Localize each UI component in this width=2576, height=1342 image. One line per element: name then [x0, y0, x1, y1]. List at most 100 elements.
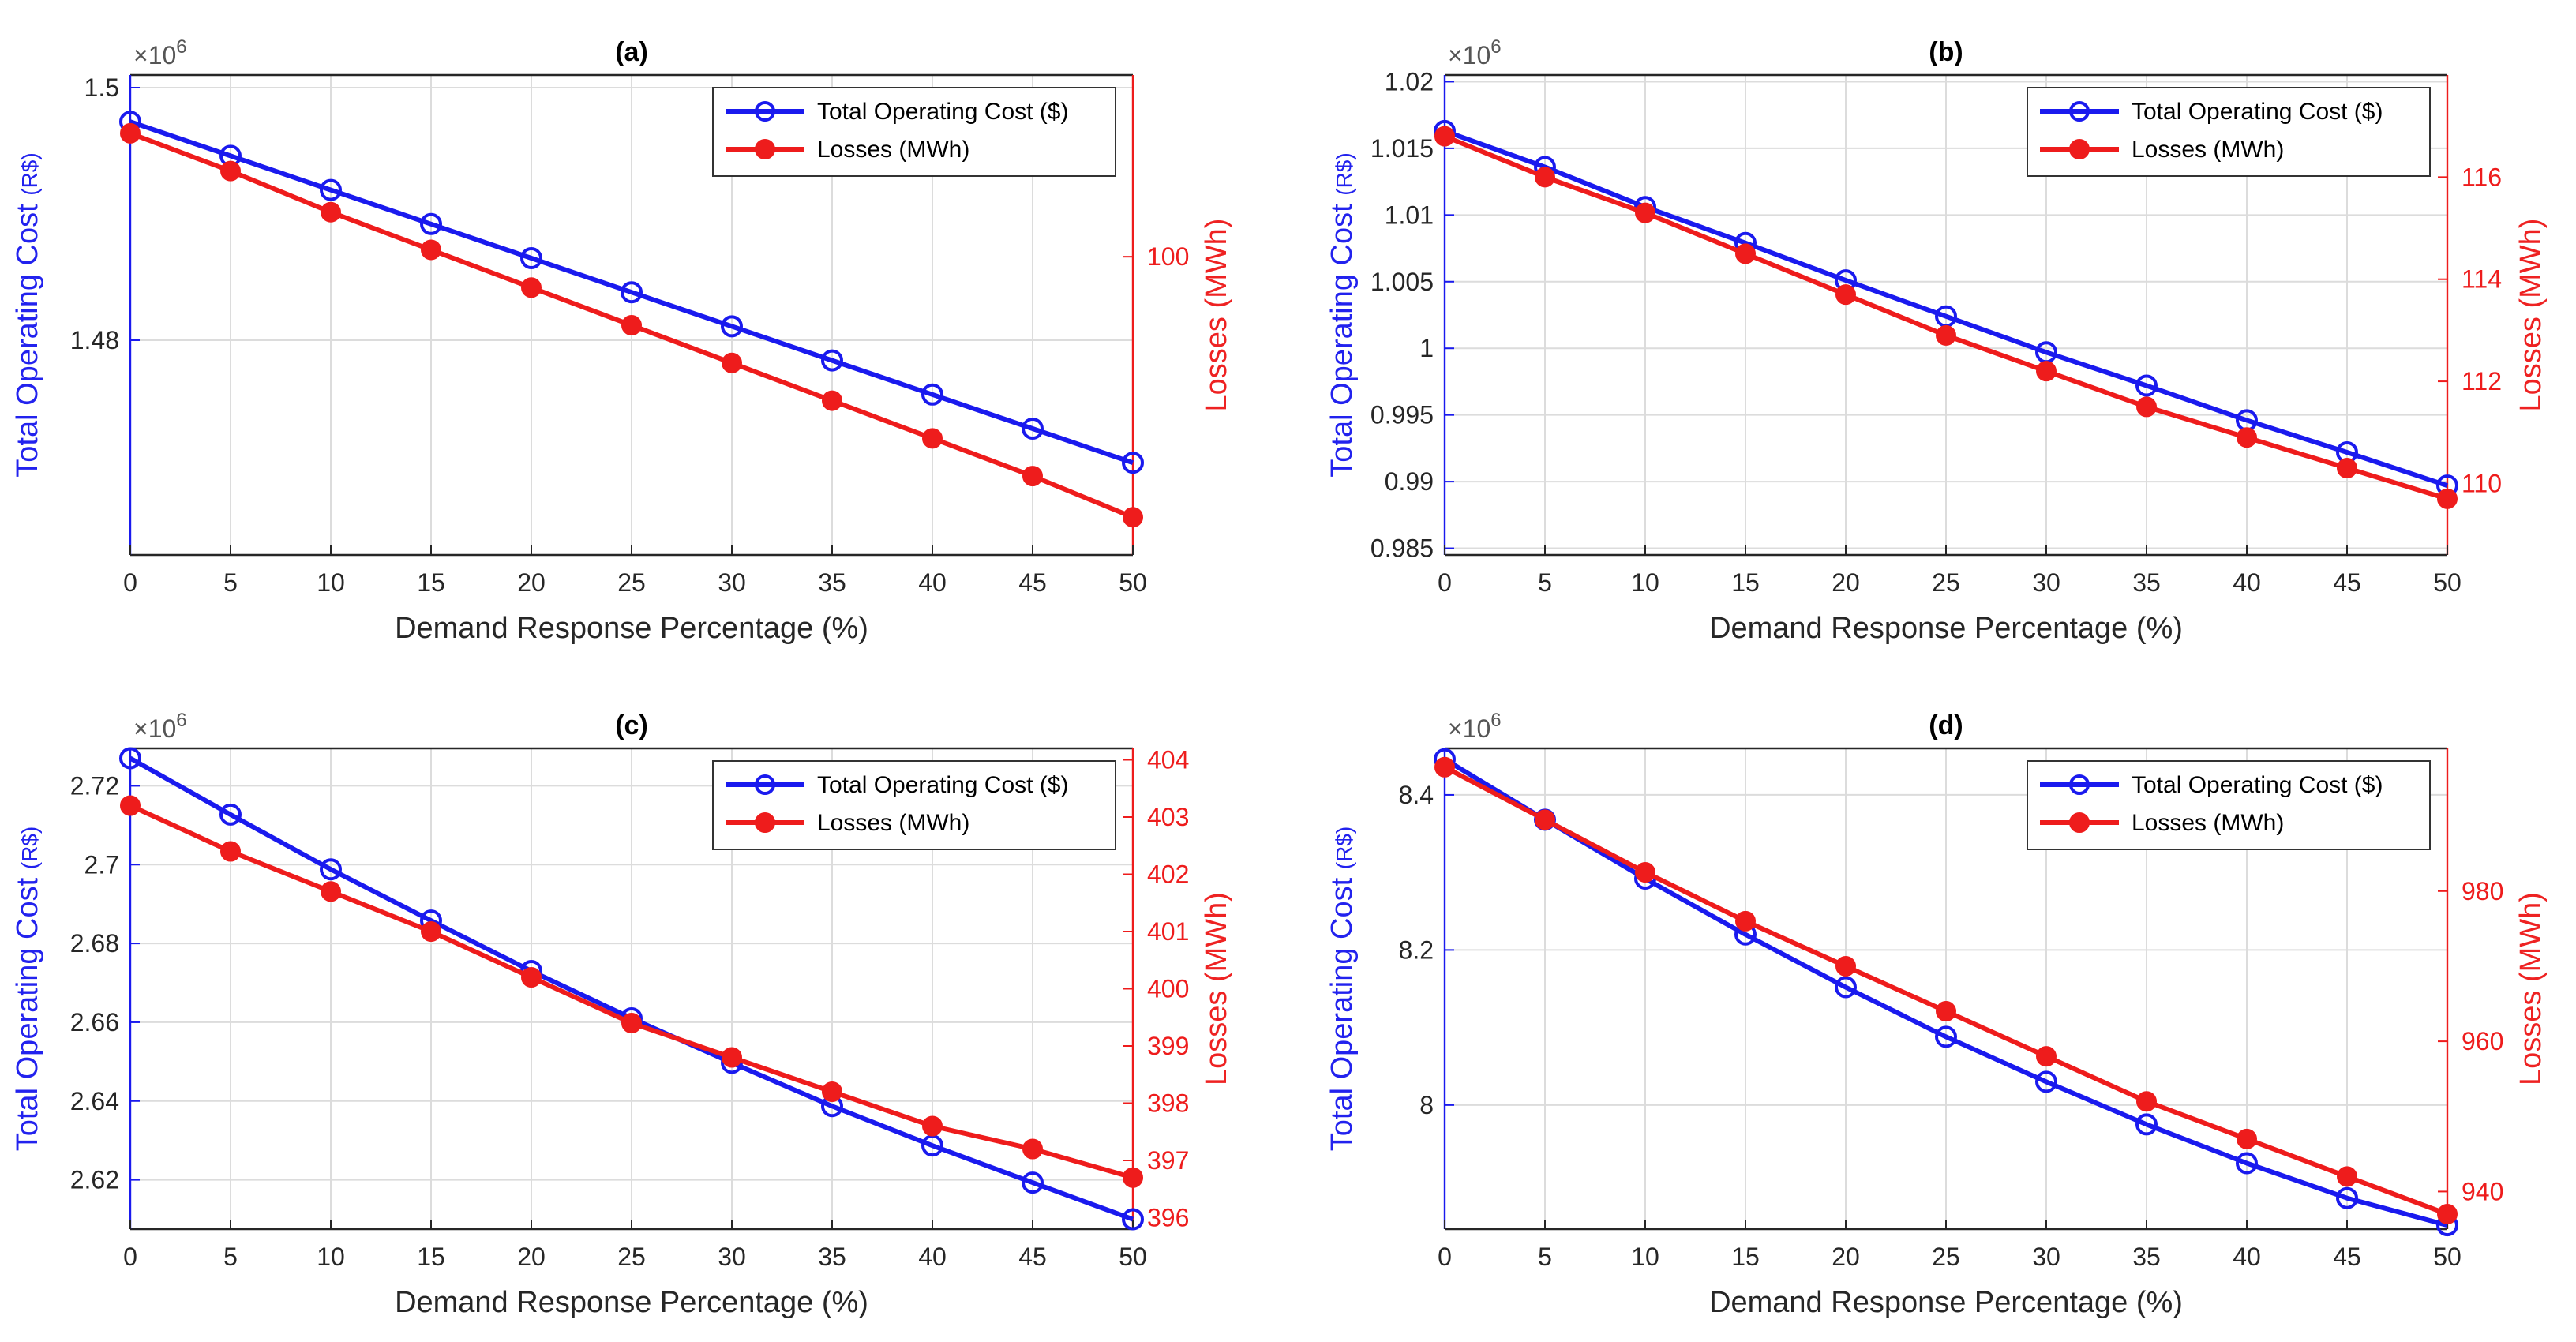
- exponent-label: ×106: [133, 36, 187, 69]
- data-point-cost: [1935, 1025, 1957, 1048]
- legend: Total Operating Cost ($) Losses (MWh): [712, 760, 1116, 850]
- y-right-tick-label: 399: [1147, 1032, 1189, 1060]
- x-tick-label: 35: [2132, 568, 2161, 597]
- legend-box: [712, 760, 1116, 850]
- data-point-losses: [2136, 396, 2157, 418]
- x-tick-label: 35: [2132, 1243, 2161, 1271]
- x-tick-label: 30: [718, 568, 746, 597]
- data-point-cost: [219, 803, 242, 826]
- data-point-losses: [1434, 126, 1455, 147]
- x-tick-label: 25: [1932, 568, 1960, 597]
- data-point-cost: [921, 383, 943, 406]
- data-point-cost: [119, 747, 141, 770]
- y-left-tick-label: 1.015: [1370, 134, 1434, 163]
- data-point-losses: [1936, 1001, 1956, 1022]
- x-tick-label: 35: [818, 568, 846, 597]
- data-point-cost: [2035, 1070, 2057, 1093]
- y-left-axis-label: Total Operating Cost (R$): [1325, 152, 1359, 477]
- data-point-losses: [1123, 1167, 1143, 1188]
- y-left-tick-label: 2.66: [70, 1008, 119, 1036]
- data-point-losses: [1735, 910, 1756, 932]
- data-point-losses: [2437, 1203, 2458, 1224]
- y-left-tick-label: 0.99: [1385, 467, 1434, 496]
- data-point-losses: [1434, 756, 1455, 778]
- y-left-tick-label: 2.62: [70, 1166, 119, 1194]
- legend-marker: [2069, 139, 2090, 159]
- legend-marker: [755, 774, 775, 795]
- x-tick-label: 30: [2032, 1243, 2060, 1271]
- y-right-tick-label: 404: [1147, 746, 1189, 774]
- x-tick-label: 35: [818, 1243, 846, 1271]
- x-axis-label: Demand Response Percentage (%): [395, 1286, 868, 1319]
- legend-box: [2027, 87, 2431, 177]
- data-point-cost: [2135, 1113, 2158, 1136]
- series-line-cost: [1443, 129, 2448, 489]
- data-point-cost: [821, 349, 843, 372]
- x-tick-label: 10: [317, 568, 345, 597]
- y-left-tick-label: 0.995: [1370, 401, 1434, 429]
- y-left-tick-label: 2.68: [70, 929, 119, 958]
- y-right-tick-label: 398: [1147, 1089, 1189, 1118]
- y-right-tick-label: 403: [1147, 803, 1189, 831]
- data-point-cost: [520, 247, 542, 269]
- data-point-cost: [721, 315, 743, 338]
- y-right-tick-label: 400: [1147, 975, 1189, 1003]
- chart-panel-2: 0 5 10 15 20 25 30 35 40 45 50 0.985 0.99 0.995 1 1.005…: [1325, 36, 2548, 645]
- y-right-axis-label: Losses (MWh): [2514, 892, 2548, 1085]
- data-point-losses: [2437, 488, 2458, 509]
- x-tick-label: 45: [1018, 568, 1047, 597]
- x-tick-label: 45: [2333, 1243, 2361, 1271]
- y-right-axis-label: Losses (MWh): [1200, 219, 1233, 412]
- y-right-tick-label: 397: [1147, 1146, 1189, 1175]
- data-point-losses: [120, 122, 141, 144]
- x-tick-label: 5: [223, 568, 238, 597]
- y-right-axis-label: Losses (MWh): [2514, 219, 2548, 412]
- legend-label: Total Operating Cost ($): [2132, 99, 2383, 125]
- data-point-losses: [722, 352, 742, 373]
- x-tick-label: 50: [1119, 568, 1147, 597]
- data-point-losses: [621, 315, 642, 336]
- legend-box: [712, 87, 1116, 177]
- legend-marker: [755, 139, 775, 159]
- legend-marker: [2069, 101, 2090, 122]
- x-tick-label: 30: [2032, 568, 2060, 597]
- data-point-losses: [321, 201, 341, 223]
- x-tick-label: 45: [1018, 1243, 1047, 1271]
- data-point-losses: [2036, 1046, 2057, 1067]
- legend-label: Losses (MWh): [817, 137, 969, 163]
- data-point-losses: [2337, 458, 2357, 479]
- y-left-tick-label: 1.005: [1370, 268, 1434, 296]
- data-point-cost: [1122, 1208, 1144, 1231]
- x-tick-label: 15: [417, 568, 445, 597]
- legend: Total Operating Cost ($) Losses (MWh): [2027, 87, 2431, 177]
- y-left-tick-label: 1: [1419, 334, 1434, 362]
- x-tick-label: 50: [2433, 1243, 2462, 1271]
- x-tick-label: 0: [1438, 568, 1452, 597]
- legend-label: Total Operating Cost ($): [817, 99, 1068, 125]
- exponent-label: ×106: [133, 710, 187, 743]
- chart-panel-1: 0 5 10 15 20 25 30 35 40 45 50 1.48 1.5 100 ×106 (a) Dem…: [11, 36, 1233, 645]
- data-point-cost: [320, 178, 342, 201]
- chart-title: (d): [1929, 710, 1963, 740]
- chart-title: (a): [615, 37, 648, 67]
- x-tick-label: 40: [918, 568, 947, 597]
- legend-marker: [755, 101, 775, 122]
- y-left-tick-label: 2.7: [84, 850, 119, 879]
- x-tick-label: 0: [123, 568, 137, 597]
- data-point-cost: [621, 281, 643, 304]
- data-point-losses: [2337, 1166, 2357, 1187]
- x-axis-label: Demand Response Percentage (%): [395, 612, 868, 645]
- y-right-tick-label: 116: [2462, 163, 2502, 191]
- data-point-losses: [1535, 167, 1555, 188]
- legend: Total Operating Cost ($) Losses (MWh): [2027, 760, 2431, 850]
- x-tick-label: 15: [1731, 568, 1760, 597]
- y-right-tick-label: 110: [2462, 469, 2502, 497]
- y-left-tick-label: 2.64: [70, 1087, 119, 1115]
- chart-panel-3: 0 5 10 15 20 25 30 35 40 45 502.622.642.662.682.72…: [11, 710, 1233, 1319]
- data-point-losses: [822, 390, 842, 411]
- legend-box: [2027, 760, 2431, 850]
- y-right-axis-label: Losses (MWh): [1200, 892, 1233, 1085]
- data-point-losses: [220, 160, 241, 182]
- y-left-tick-label: 2.72: [70, 771, 119, 800]
- y-left-tick-label: 1.48: [70, 326, 119, 354]
